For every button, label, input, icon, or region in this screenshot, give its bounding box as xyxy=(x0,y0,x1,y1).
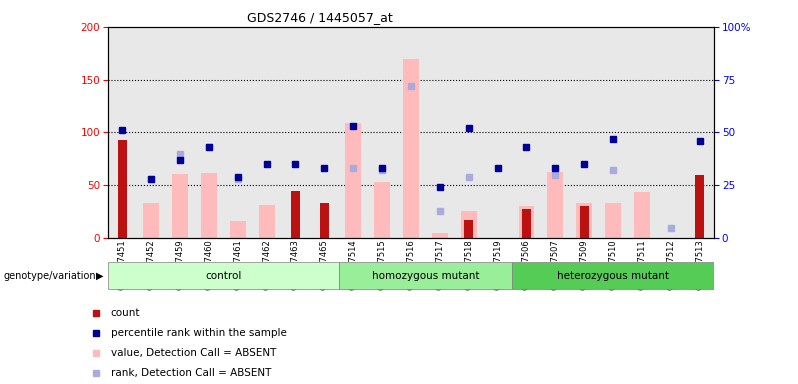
Bar xyxy=(108,262,339,290)
Bar xyxy=(403,58,419,238)
Text: genotype/variation: genotype/variation xyxy=(4,270,97,281)
Text: GDS2746 / 1445057_at: GDS2746 / 1445057_at xyxy=(247,12,393,25)
Text: control: control xyxy=(205,270,242,281)
Bar xyxy=(230,221,246,238)
Bar xyxy=(460,210,476,238)
Bar xyxy=(547,172,563,238)
Text: homozygous mutant: homozygous mutant xyxy=(372,270,479,281)
Bar xyxy=(580,207,589,238)
Bar xyxy=(172,174,188,238)
Text: percentile rank within the sample: percentile rank within the sample xyxy=(111,328,286,338)
Text: count: count xyxy=(111,308,140,318)
Bar xyxy=(695,175,704,238)
Text: rank, Detection Call = ABSENT: rank, Detection Call = ABSENT xyxy=(111,368,271,378)
Bar xyxy=(201,173,217,238)
Bar xyxy=(320,203,329,238)
Bar xyxy=(374,182,390,238)
Text: value, Detection Call = ABSENT: value, Detection Call = ABSENT xyxy=(111,348,276,358)
Bar xyxy=(512,262,714,290)
Bar xyxy=(118,140,127,238)
Bar xyxy=(432,233,448,238)
Bar xyxy=(464,220,473,238)
Bar xyxy=(605,203,621,238)
Bar xyxy=(259,205,275,238)
Bar xyxy=(522,209,531,238)
Text: heterozygous mutant: heterozygous mutant xyxy=(557,270,670,281)
Bar xyxy=(339,262,512,290)
Bar xyxy=(634,192,650,238)
Bar xyxy=(346,123,361,238)
Bar xyxy=(519,207,535,238)
Text: ▶: ▶ xyxy=(97,270,104,281)
Bar xyxy=(291,190,300,238)
Bar xyxy=(576,203,592,238)
Bar xyxy=(143,203,159,238)
